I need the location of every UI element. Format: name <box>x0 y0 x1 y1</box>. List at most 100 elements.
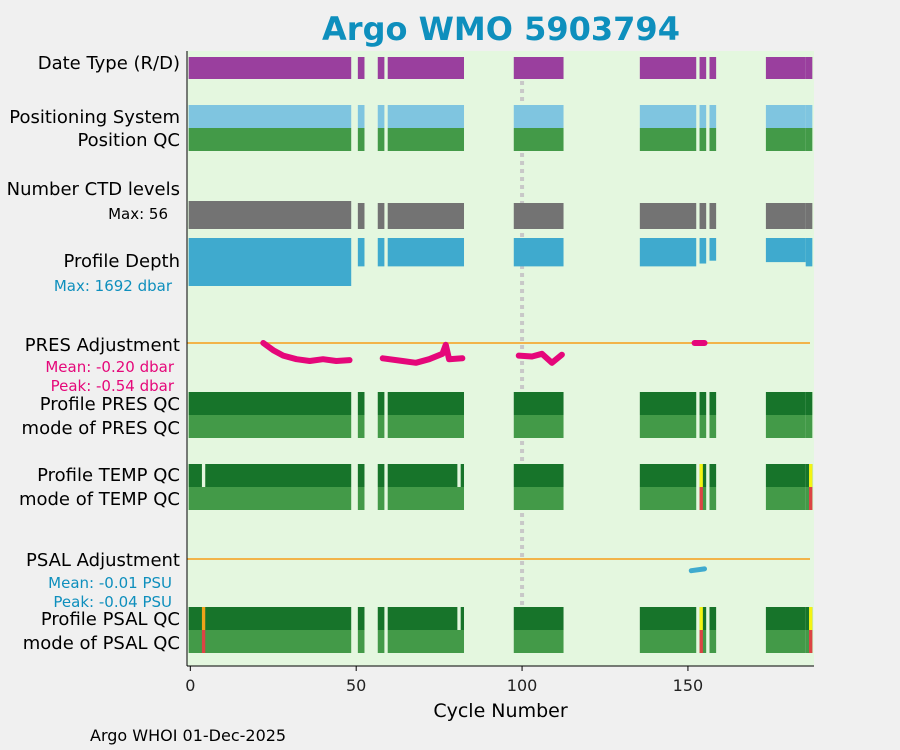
tempmode-bar <box>639 487 697 510</box>
profile-depth-bar <box>765 238 806 263</box>
pres-adjustment-line <box>379 341 466 366</box>
psalqc-bar <box>765 607 806 630</box>
presqc-bar <box>699 392 707 415</box>
ctd-levels-bar <box>765 203 806 229</box>
profile-depth-bar <box>513 238 564 267</box>
presqc-bar <box>765 392 806 415</box>
psalmode-bar <box>709 630 717 653</box>
possys-bar <box>357 105 365 128</box>
profile-depth-bar <box>387 238 465 267</box>
psalmode-bar <box>357 630 365 653</box>
datetype-bar <box>357 57 365 79</box>
presqc-bar <box>513 392 564 415</box>
posqc-bar <box>699 128 707 151</box>
ctd-levels-bar <box>377 203 385 229</box>
x-tick-label: 150 <box>673 676 704 695</box>
ctd-levels-bar <box>357 203 365 229</box>
presmode-bar <box>709 415 717 438</box>
possys-bar <box>377 105 385 128</box>
presmode-bar <box>513 415 564 438</box>
presqc-bar <box>188 392 352 415</box>
posqc-bar <box>805 128 813 151</box>
posqc-bar <box>188 128 352 151</box>
pres-mean-label: Mean: -0.20 dbar <box>45 358 175 376</box>
ctd-levels-bar <box>513 203 564 229</box>
presmode-bar <box>377 415 385 438</box>
row-label-psalmode: mode of PSAL QC <box>23 633 180 654</box>
row-label-datetype: Date Type (R/D) <box>38 53 180 74</box>
qc-flag-mark <box>457 464 461 487</box>
posqc-bar <box>377 128 385 151</box>
qc-flag-mark <box>699 487 703 510</box>
row-label-possys: Positioning System <box>9 107 180 128</box>
qc-flag-mark <box>699 630 703 653</box>
profile-depth-bar <box>188 238 352 286</box>
presmode-bar <box>805 415 813 438</box>
psalqc-bar <box>357 607 365 630</box>
tempqc-bar <box>765 464 806 487</box>
depth-max-label: Max: 1692 dbar <box>54 277 173 295</box>
psal-adjustment-line <box>688 566 708 574</box>
pres-adjustment-line <box>260 340 353 364</box>
row-label-tempqc: Profile TEMP QC <box>37 465 180 486</box>
tempqc-bar <box>699 464 707 487</box>
qc-flag-mark <box>809 487 813 510</box>
row-label-depth: Profile Depth <box>63 251 180 272</box>
presqc-bar <box>639 392 697 415</box>
qc-flag-mark <box>809 630 813 653</box>
row-label-presmode: mode of PRES QC <box>22 418 180 439</box>
possys-bar <box>709 105 717 128</box>
qc-flag-mark <box>201 607 206 630</box>
profile-depth-bar <box>639 238 697 267</box>
tempqc-bar <box>639 464 697 487</box>
presmode-bar <box>357 415 365 438</box>
qc-flag-mark <box>457 607 461 630</box>
ctd-levels-bar <box>709 203 717 229</box>
presqc-bar <box>805 392 813 415</box>
row-label-pres: PRES Adjustment <box>25 335 180 356</box>
psalmode-bar <box>765 630 806 653</box>
x-tick-label: 0 <box>185 676 195 695</box>
datetype-bar <box>805 57 813 79</box>
presqc-bar <box>357 392 365 415</box>
profile-depth-bar <box>709 238 717 261</box>
psalqc-bar <box>513 607 564 630</box>
posqc-bar <box>639 128 697 151</box>
psalqc-bar <box>709 607 717 630</box>
tempqc-bar <box>357 464 365 487</box>
presmode-bar <box>387 415 465 438</box>
ctd-levels-bar <box>387 203 465 229</box>
x-tick-label: 100 <box>507 676 538 695</box>
psal-mean-label: Mean: -0.01 PSU <box>48 574 172 592</box>
datetype-bar <box>377 57 385 79</box>
tempmode-bar <box>357 487 365 510</box>
ctd-levels-bar <box>699 203 707 229</box>
possys-bar <box>639 105 697 128</box>
psalmode-bar <box>188 630 352 653</box>
qc-flag-mark <box>201 630 206 653</box>
presmode-bar <box>765 415 806 438</box>
pres-adjustment-line <box>515 350 565 366</box>
posqc-bar <box>765 128 806 151</box>
qc-flag-mark <box>201 464 206 487</box>
row-label-psalqc: Profile PSAL QC <box>41 609 180 630</box>
datetype-bar <box>639 57 697 79</box>
x-axis-label: Cycle Number <box>433 700 567 722</box>
ctd-levels-bar <box>805 203 813 229</box>
footer-credit: Argo WHOI 01-Dec-2025 <box>90 726 287 745</box>
row-label-posqc: Position QC <box>77 130 180 151</box>
tempqc-bar <box>387 464 465 487</box>
row-label-presqc: Profile PRES QC <box>40 394 180 415</box>
possys-bar <box>699 105 707 128</box>
posqc-bar <box>387 128 465 151</box>
possys-bar <box>188 105 352 128</box>
tempqc-bar <box>188 464 352 487</box>
profile-depth-bar <box>805 238 813 267</box>
tempmode-bar <box>765 487 806 510</box>
psalmode-bar <box>513 630 564 653</box>
datetype-bar <box>765 57 806 79</box>
tempmode-bar <box>709 487 717 510</box>
psalqc-bar <box>188 607 352 630</box>
qc-flag-mark <box>699 607 703 630</box>
